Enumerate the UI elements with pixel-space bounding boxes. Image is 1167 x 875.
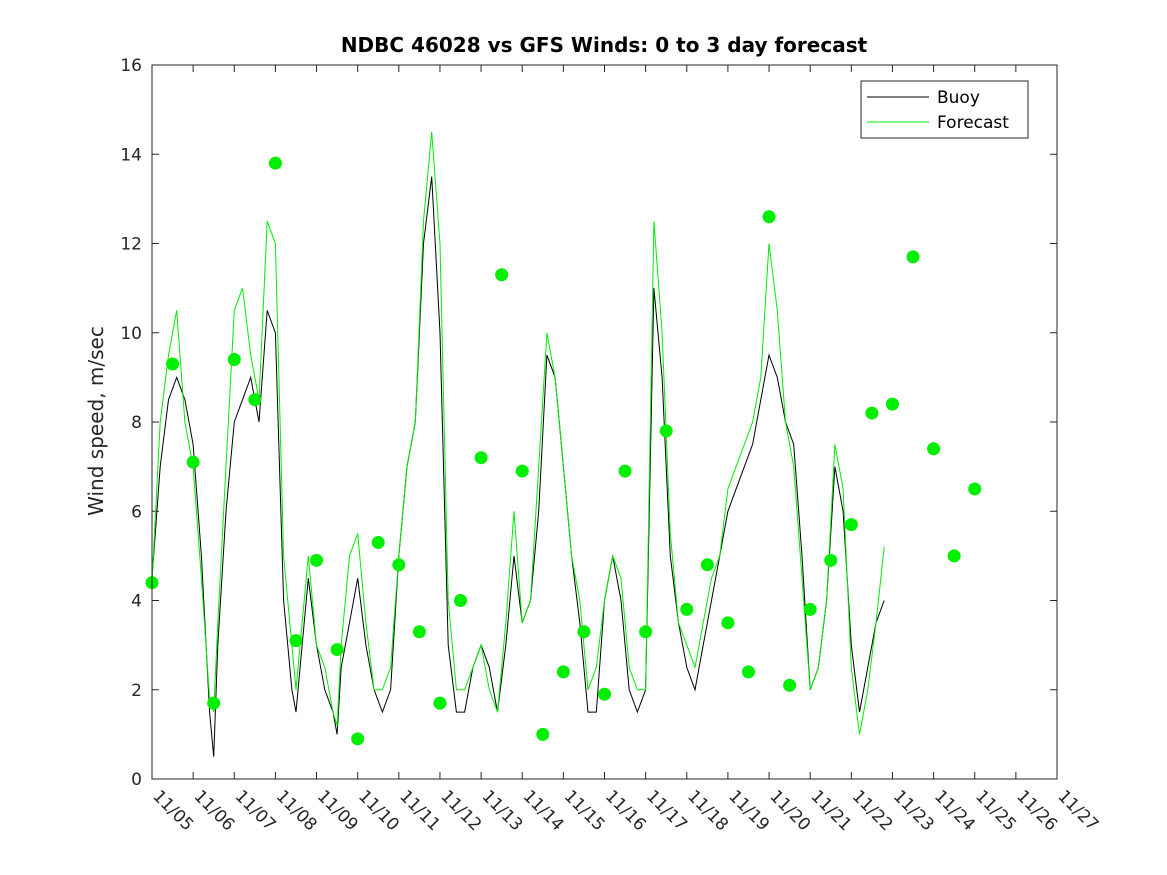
analysis-point <box>865 406 879 420</box>
analysis-point <box>947 549 961 563</box>
legend-buoy-label: Buoy <box>937 88 980 108</box>
analysis-point <box>577 625 591 639</box>
y-tick-label: 6 <box>131 502 142 522</box>
y-tick-label: 16 <box>120 56 142 76</box>
analysis-point <box>680 602 694 616</box>
analysis-point <box>474 451 488 465</box>
analysis-point <box>227 353 241 367</box>
series-line-forecast <box>151 131 885 735</box>
analysis-point <box>412 625 426 639</box>
analysis-point <box>618 464 632 478</box>
plot-frame <box>151 64 1058 780</box>
chart-title: NDBC 46028 vs GFS Winds: 0 to 3 day fore… <box>341 33 868 57</box>
analysis-point <box>927 442 941 456</box>
analysis-point <box>268 156 282 170</box>
analysis-point <box>310 553 324 567</box>
plot-area <box>152 65 1057 779</box>
y-tick-label: 14 <box>120 145 142 165</box>
analysis-point <box>659 424 673 438</box>
analysis-point <box>885 397 899 411</box>
y-axis-ticks: 0 2 4 6 8 10 12 14 16 <box>120 56 1057 790</box>
series-line-buoy <box>151 176 885 757</box>
series-layer <box>145 131 982 757</box>
analysis-point <box>495 268 509 282</box>
analysis-point <box>392 558 406 572</box>
legend: Buoy Forecast <box>860 80 1029 139</box>
legend-forecast-label: Forecast <box>937 113 1009 133</box>
y-axis-label: Wind speed, m/sec <box>84 326 108 516</box>
analysis-point <box>536 727 550 741</box>
analysis-point <box>700 558 714 572</box>
analysis-point <box>186 455 200 469</box>
y-tick-label: 0 <box>131 770 142 790</box>
analysis-point <box>968 482 982 496</box>
analysis-point <box>515 464 529 478</box>
analysis-point <box>371 535 385 549</box>
analysis-point <box>556 665 570 679</box>
analysis-point <box>289 634 303 648</box>
analysis-point <box>783 678 797 692</box>
analysis-point <box>433 696 447 710</box>
analysis-point <box>207 696 221 710</box>
y-tick-label: 8 <box>131 413 142 433</box>
y-tick-label: 2 <box>131 681 142 701</box>
y-tick-label: 10 <box>120 324 142 344</box>
analysis-point <box>351 732 365 746</box>
analysis-point <box>721 616 735 630</box>
analysis-point <box>639 625 653 639</box>
y-tick-label: 12 <box>120 235 142 255</box>
analysis-point <box>454 594 468 607</box>
analysis-point <box>598 687 611 701</box>
analysis-point <box>803 602 817 616</box>
legend-box <box>860 80 1029 139</box>
y-tick-label: 4 <box>131 592 142 612</box>
analysis-point <box>844 518 858 532</box>
analysis-point <box>166 357 180 371</box>
analysis-point <box>248 393 262 407</box>
analysis-point <box>330 643 344 657</box>
analysis-point <box>824 553 838 567</box>
analysis-point <box>741 665 755 679</box>
analysis-point <box>906 250 920 264</box>
analysis-point <box>762 210 776 224</box>
